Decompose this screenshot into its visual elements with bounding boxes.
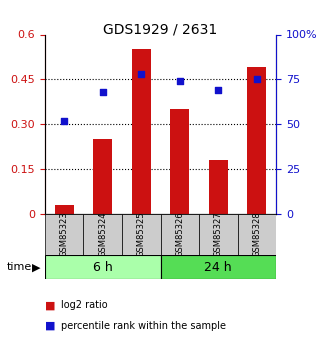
Point [100,89,105,95]
Point [254,77,259,82]
Point [62,118,67,124]
Text: GSM85324: GSM85324 [98,212,107,257]
Text: time: time [6,263,32,272]
FancyBboxPatch shape [160,214,199,255]
FancyBboxPatch shape [122,214,160,255]
Text: GSM85326: GSM85326 [175,212,184,257]
Text: ■: ■ [45,321,56,331]
Text: GSM85328: GSM85328 [252,212,261,257]
Text: GDS1929 / 2631: GDS1929 / 2631 [103,22,218,37]
Point [177,78,182,84]
Point [139,71,144,77]
Bar [170,109,189,214]
Text: ▶: ▶ [32,263,40,272]
Bar [93,139,112,214]
FancyBboxPatch shape [83,214,122,255]
Bar [209,160,228,214]
Text: 6 h: 6 h [93,261,113,274]
Bar [247,67,266,214]
Text: percentile rank within the sample: percentile rank within the sample [61,321,226,331]
Text: log2 ratio: log2 ratio [61,300,108,310]
Bar [55,205,74,214]
Text: GSM85327: GSM85327 [214,212,223,257]
Text: GSM85323: GSM85323 [60,212,69,257]
FancyBboxPatch shape [45,214,83,255]
FancyBboxPatch shape [238,214,276,255]
FancyBboxPatch shape [45,255,160,279]
Text: 24 h: 24 h [204,261,232,274]
FancyBboxPatch shape [199,214,238,255]
Text: GSM85325: GSM85325 [137,212,146,257]
Point [216,87,221,93]
Bar [132,49,151,214]
FancyBboxPatch shape [160,255,276,279]
Text: ■: ■ [45,300,56,310]
